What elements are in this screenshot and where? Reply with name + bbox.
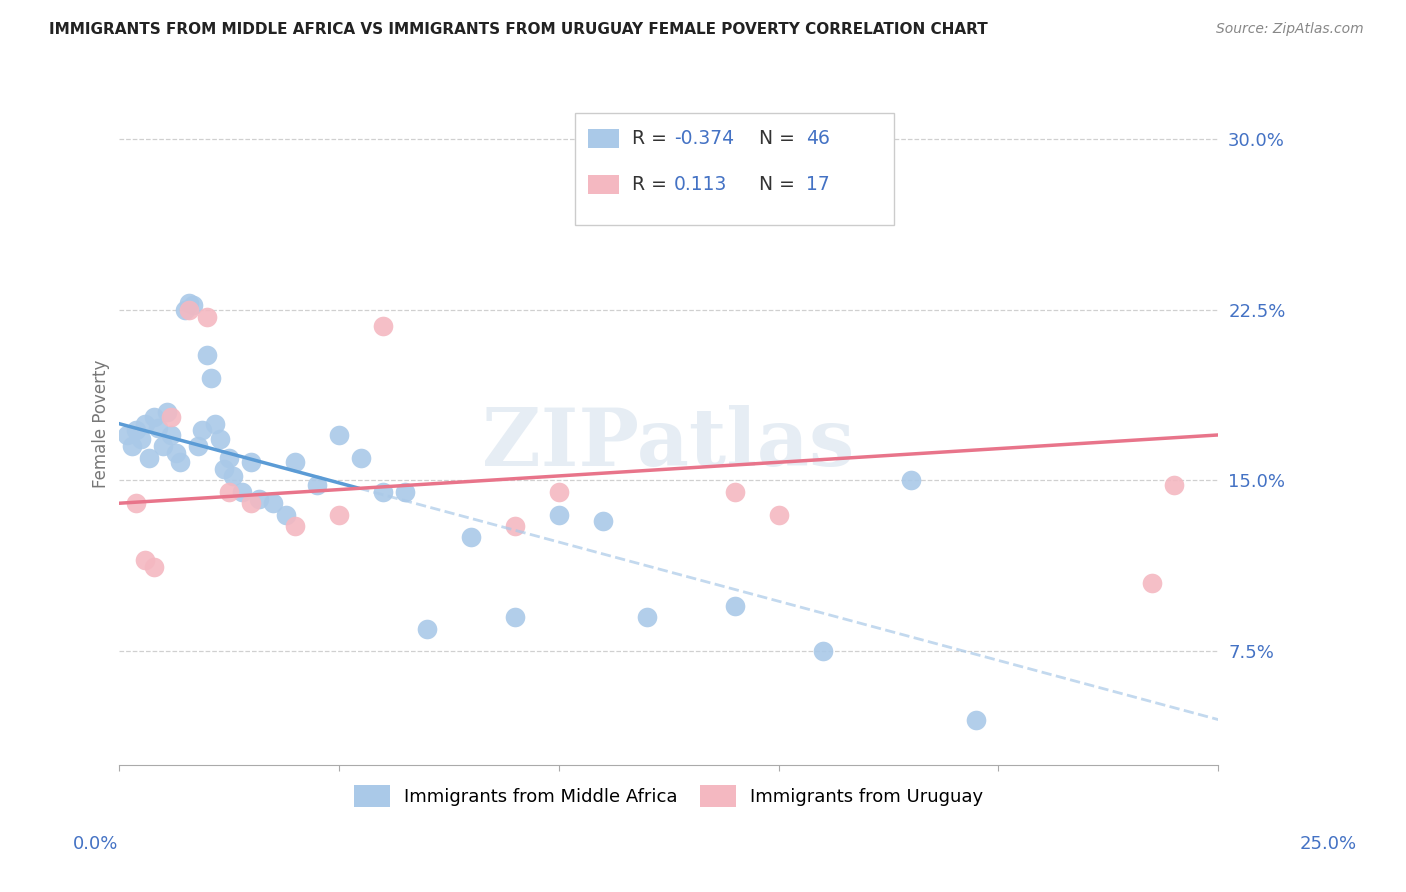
- Point: [723, 484, 745, 499]
- Point: [138, 450, 160, 465]
- Point: [394, 484, 416, 499]
- Point: [723, 599, 745, 613]
- Point: [371, 484, 394, 499]
- Point: [187, 439, 209, 453]
- Point: [239, 496, 262, 510]
- Point: [305, 478, 328, 492]
- Text: N =: N =: [759, 129, 800, 148]
- Point: [156, 405, 179, 419]
- Point: [768, 508, 790, 522]
- Point: [195, 310, 218, 324]
- Text: 46: 46: [806, 129, 830, 148]
- Point: [169, 455, 191, 469]
- Bar: [588, 129, 619, 148]
- Point: [218, 484, 240, 499]
- Point: [160, 428, 183, 442]
- Point: [328, 508, 350, 522]
- Point: [274, 508, 297, 522]
- Point: [349, 450, 371, 465]
- Point: [173, 302, 195, 317]
- Point: [284, 455, 307, 469]
- Text: 0.113: 0.113: [673, 175, 727, 194]
- Text: R =: R =: [633, 129, 673, 148]
- Point: [900, 474, 922, 488]
- Point: [284, 519, 307, 533]
- Point: [212, 462, 235, 476]
- Text: N =: N =: [759, 175, 800, 194]
- Point: [503, 610, 526, 624]
- Y-axis label: Female Poverty: Female Poverty: [93, 359, 110, 488]
- Point: [328, 428, 350, 442]
- Point: [636, 610, 658, 624]
- Point: [1163, 478, 1185, 492]
- Point: [195, 348, 218, 362]
- FancyBboxPatch shape: [575, 112, 894, 226]
- Point: [117, 428, 139, 442]
- Point: [125, 423, 148, 437]
- Text: IMMIGRANTS FROM MIDDLE AFRICA VS IMMIGRANTS FROM URUGUAY FEMALE POVERTY CORRELAT: IMMIGRANTS FROM MIDDLE AFRICA VS IMMIGRA…: [49, 22, 988, 37]
- Point: [1142, 576, 1164, 591]
- Point: [191, 423, 214, 437]
- Text: 0.0%: 0.0%: [73, 835, 118, 853]
- Point: [503, 519, 526, 533]
- Text: ZIPatlas: ZIPatlas: [482, 405, 855, 483]
- Point: [177, 302, 200, 317]
- Text: -0.374: -0.374: [673, 129, 734, 148]
- Point: [148, 421, 170, 435]
- Text: 25.0%: 25.0%: [1301, 835, 1357, 853]
- Legend: Immigrants from Middle Africa, Immigrants from Uruguay: Immigrants from Middle Africa, Immigrant…: [347, 778, 990, 814]
- Point: [415, 622, 437, 636]
- Point: [592, 515, 614, 529]
- Point: [208, 433, 231, 447]
- Point: [204, 417, 226, 431]
- Point: [177, 296, 200, 310]
- Point: [152, 439, 174, 453]
- Text: R =: R =: [633, 175, 673, 194]
- Point: [231, 484, 253, 499]
- Point: [371, 318, 394, 333]
- Bar: [588, 175, 619, 194]
- Point: [218, 450, 240, 465]
- Point: [811, 644, 834, 658]
- Text: Source: ZipAtlas.com: Source: ZipAtlas.com: [1216, 22, 1364, 37]
- Point: [183, 298, 205, 312]
- Point: [222, 469, 245, 483]
- Text: 17: 17: [806, 175, 830, 194]
- Point: [200, 371, 222, 385]
- Point: [121, 439, 143, 453]
- Point: [160, 409, 183, 424]
- Point: [966, 713, 988, 727]
- Point: [249, 491, 271, 506]
- Point: [239, 455, 262, 469]
- Point: [134, 417, 156, 431]
- Point: [129, 433, 152, 447]
- Point: [142, 409, 165, 424]
- Point: [547, 484, 569, 499]
- Point: [165, 446, 187, 460]
- Point: [125, 496, 148, 510]
- Point: [262, 496, 284, 510]
- Point: [142, 560, 165, 574]
- Point: [547, 508, 569, 522]
- Point: [460, 531, 482, 545]
- Point: [134, 553, 156, 567]
